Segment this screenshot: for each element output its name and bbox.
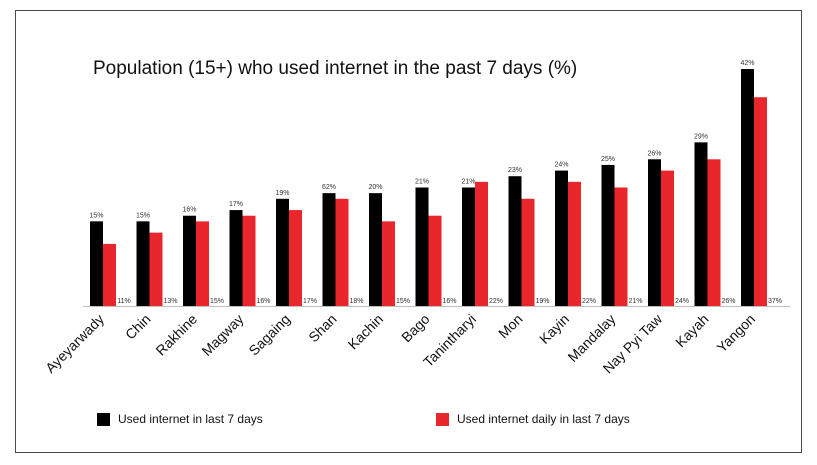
data-label-daily: 13% bbox=[163, 298, 177, 305]
category-label: Kachin bbox=[345, 311, 387, 353]
bar-weekly bbox=[462, 187, 475, 306]
category-label: Kayah bbox=[672, 311, 711, 350]
bar-weekly bbox=[322, 193, 336, 306]
data-label-daily: 19% bbox=[535, 298, 549, 305]
data-label-weekly: 21% bbox=[461, 179, 475, 186]
bar-daily bbox=[754, 97, 767, 306]
data-label-weekly: 42% bbox=[740, 60, 754, 67]
data-label-weekly: 23% bbox=[508, 167, 522, 174]
category-label: Shan bbox=[305, 311, 339, 345]
chart-title: Population (15+) who used internet in th… bbox=[93, 58, 578, 79]
category-label: Sagaing bbox=[245, 311, 293, 359]
data-label-daily: 37% bbox=[768, 298, 782, 305]
data-label-daily: 22% bbox=[489, 298, 503, 305]
data-label-daily: 22% bbox=[582, 298, 596, 305]
bar-daily bbox=[335, 198, 349, 306]
category-label: Chin bbox=[122, 311, 154, 343]
legend-swatch-daily bbox=[436, 412, 449, 426]
data-label-weekly: 16% bbox=[182, 207, 196, 214]
data-label-weekly: 62% bbox=[322, 184, 336, 191]
bar-weekly bbox=[415, 187, 429, 306]
data-label-daily: 11% bbox=[117, 298, 131, 305]
data-label-daily: 16% bbox=[256, 298, 270, 305]
bar-weekly bbox=[648, 159, 661, 306]
bar-daily bbox=[149, 232, 163, 306]
data-label-daily: 17% bbox=[303, 298, 317, 305]
data-label-weekly: 15% bbox=[136, 212, 150, 219]
data-label-weekly: 20% bbox=[368, 184, 382, 191]
data-label-weekly: 25% bbox=[601, 156, 615, 163]
category-label: Rakhine bbox=[152, 311, 200, 359]
bar-daily bbox=[103, 243, 116, 306]
data-label-weekly: 24% bbox=[554, 162, 568, 169]
category-label: Kayin bbox=[536, 311, 572, 347]
bar-daily bbox=[242, 215, 256, 306]
data-label-daily: 15% bbox=[210, 298, 224, 305]
legend-swatch-weekly bbox=[97, 412, 110, 426]
data-label-daily: 26% bbox=[721, 298, 735, 305]
bar-weekly bbox=[694, 142, 708, 306]
category-label: Ayeyarwady bbox=[42, 311, 107, 376]
bar-daily bbox=[521, 198, 535, 306]
bar-daily bbox=[382, 221, 395, 306]
bar-weekly bbox=[508, 176, 522, 306]
bar-weekly bbox=[229, 210, 243, 306]
bar-daily bbox=[196, 221, 209, 306]
chart-frame bbox=[15, 10, 802, 453]
bar-daily bbox=[707, 159, 721, 306]
bar-weekly bbox=[369, 193, 382, 306]
data-label-weekly: 21% bbox=[415, 179, 429, 186]
bar-daily bbox=[428, 215, 442, 306]
data-label-weekly: 29% bbox=[694, 133, 708, 140]
bar-weekly bbox=[276, 198, 289, 306]
data-label-weekly: 15% bbox=[89, 212, 103, 219]
bar-daily bbox=[614, 187, 628, 306]
data-label-daily: 18% bbox=[349, 298, 363, 305]
category-label: Mon bbox=[495, 311, 526, 342]
bar-daily bbox=[475, 181, 488, 306]
data-label-daily: 21% bbox=[628, 298, 642, 305]
bar-weekly bbox=[601, 164, 615, 306]
legend-item-daily: Used internet daily in last 7 days bbox=[436, 412, 630, 426]
category-label: Yangon bbox=[713, 311, 758, 356]
legend-label-daily: Used internet daily in last 7 days bbox=[457, 412, 630, 426]
data-label-weekly: 19% bbox=[275, 190, 289, 197]
bar-daily bbox=[568, 181, 581, 306]
bar-weekly bbox=[136, 221, 150, 306]
data-label-weekly: 17% bbox=[229, 201, 243, 208]
bar-daily bbox=[661, 170, 674, 306]
legend-label-weekly: Used internet in last 7 days bbox=[118, 412, 263, 426]
bar-weekly bbox=[183, 215, 196, 306]
data-label-daily: 16% bbox=[442, 298, 456, 305]
category-label: Bago bbox=[398, 311, 433, 346]
data-label-daily: 24% bbox=[675, 298, 689, 305]
bar-weekly bbox=[555, 170, 568, 306]
bar-weekly bbox=[90, 221, 103, 306]
bar-daily bbox=[289, 210, 302, 306]
data-label-daily: 15% bbox=[396, 298, 410, 305]
legend-item-weekly: Used internet in last 7 days bbox=[97, 412, 263, 426]
category-label: Magway bbox=[198, 311, 246, 359]
data-label-weekly: 26% bbox=[647, 150, 661, 157]
bar-weekly bbox=[741, 69, 754, 306]
